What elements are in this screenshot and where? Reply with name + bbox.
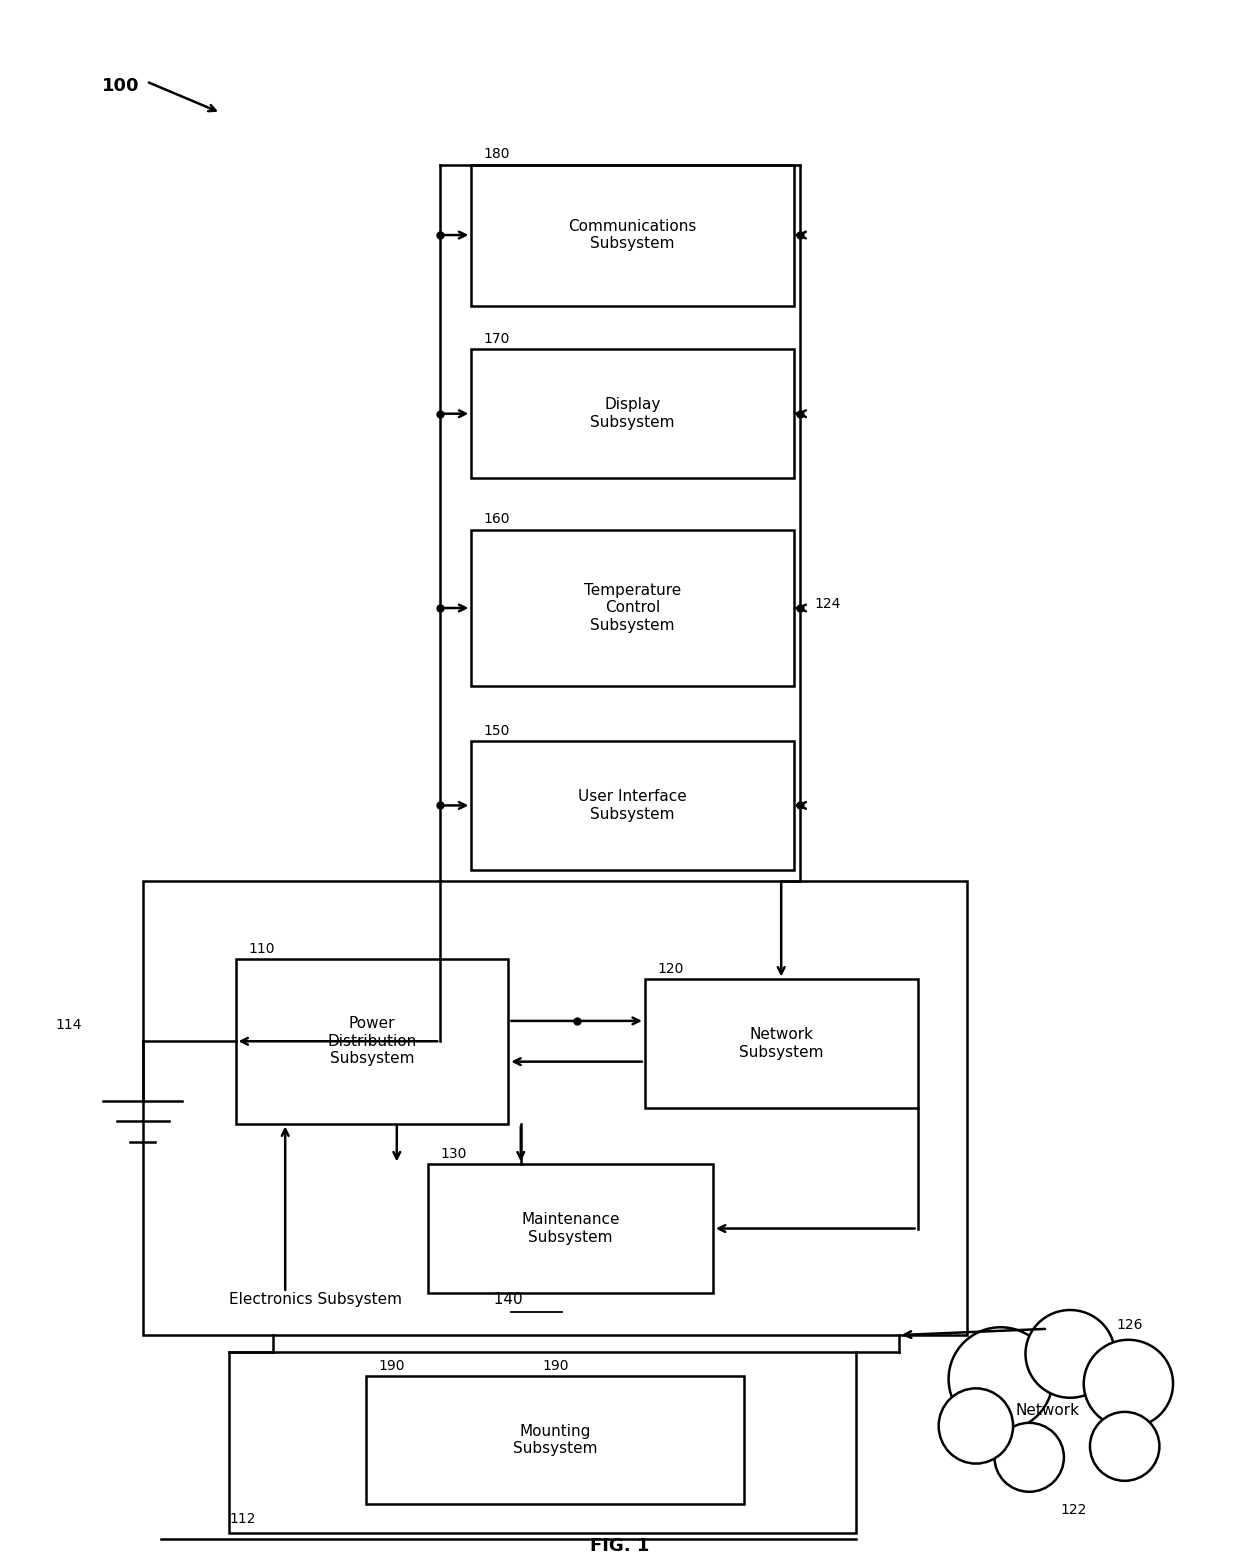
Text: 110: 110 [248,942,274,956]
Ellipse shape [994,1423,1064,1492]
Text: 126: 126 [1116,1318,1142,1332]
Bar [229,1352,856,1533]
Text: Maintenance
Subsystem: Maintenance Subsystem [521,1213,620,1244]
Bar [645,979,918,1108]
Text: 130: 130 [440,1147,466,1161]
Bar [143,881,967,1335]
Text: 140: 140 [484,1291,522,1307]
Text: 122: 122 [1060,1503,1086,1517]
Text: Mounting
Subsystem: Mounting Subsystem [512,1424,598,1456]
Text: Network: Network [1016,1402,1080,1418]
Text: User Interface
Subsystem: User Interface Subsystem [578,790,687,821]
Text: 150: 150 [484,724,510,738]
Ellipse shape [1090,1412,1159,1481]
Text: Power
Distribution
Subsystem: Power Distribution Subsystem [327,1017,417,1066]
Ellipse shape [949,1327,1053,1431]
Ellipse shape [1025,1310,1115,1398]
Text: 112: 112 [229,1512,255,1526]
Ellipse shape [1084,1340,1173,1428]
Text: Electronics Subsystem: Electronics Subsystem [229,1291,403,1307]
Text: Display
Subsystem: Display Subsystem [590,398,675,429]
Text: 120: 120 [657,962,683,976]
Text: Network
Subsystem: Network Subsystem [739,1028,823,1059]
Bar [471,165,794,306]
Bar [428,1164,713,1293]
Text: Temperature
Control
Subsystem: Temperature Control Subsystem [584,583,681,633]
Bar [366,1376,744,1504]
Text: FIG. 1: FIG. 1 [590,1537,650,1556]
Text: 100: 100 [102,77,139,96]
Bar [471,530,794,686]
Text: 114: 114 [56,1017,82,1031]
Text: 170: 170 [484,332,510,346]
Text: 190: 190 [378,1359,404,1373]
Text: 160: 160 [484,512,510,527]
Bar [236,959,508,1124]
Text: Communications
Subsystem: Communications Subsystem [568,219,697,251]
Text: 190: 190 [543,1359,569,1373]
Bar [471,741,794,870]
Text: 180: 180 [484,147,510,161]
Ellipse shape [939,1388,1013,1464]
Bar [471,349,794,478]
Text: 124: 124 [815,597,841,611]
